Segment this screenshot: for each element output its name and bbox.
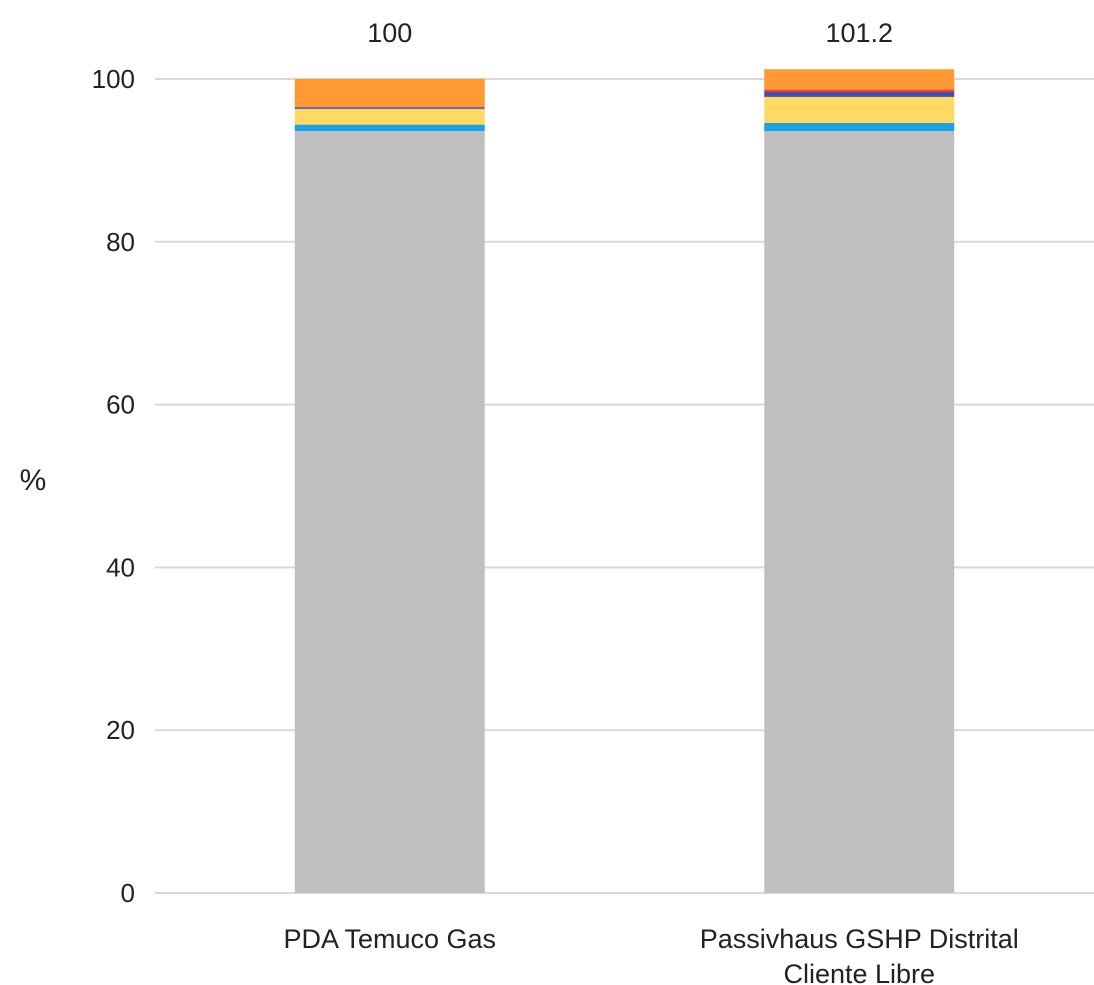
bar-segment [764,92,955,97]
y-tick-labels: 0 20 40 60 80 100 [92,64,135,908]
y-tick-label: 80 [106,227,135,257]
bar-segment [764,89,955,93]
bar-segment [294,109,485,125]
x-category-labels: PDA Temuco Gas Passivhaus GSHP Distrital C… [283,924,1018,985]
bar-segment [764,69,955,90]
y-tick-label: 100 [92,64,135,94]
bar-segment [294,131,485,893]
x-category-label: Cliente Libre [783,959,935,985]
bar-segment [294,124,485,132]
y-axis-title: % [20,464,47,497]
bar-segment [764,122,955,132]
y-tick-label: 40 [106,552,135,582]
bar-total-label: 101.2 [825,18,893,48]
y-tick-label: 20 [106,715,135,745]
bars [294,69,955,893]
x-category-label: PDA Temuco Gas [283,924,496,954]
bar-segment [294,106,485,110]
y-tick-label: 0 [121,878,135,908]
y-tick-label: 60 [106,390,135,420]
bar-segment [764,131,955,893]
bar-total-label: 100 [367,18,412,48]
bar-total-labels: 100 101.2 [367,18,893,48]
bar-segment [294,79,485,107]
x-category-label: Passivhaus GSHP Distrital [700,924,1019,954]
bar-segment [764,96,955,123]
